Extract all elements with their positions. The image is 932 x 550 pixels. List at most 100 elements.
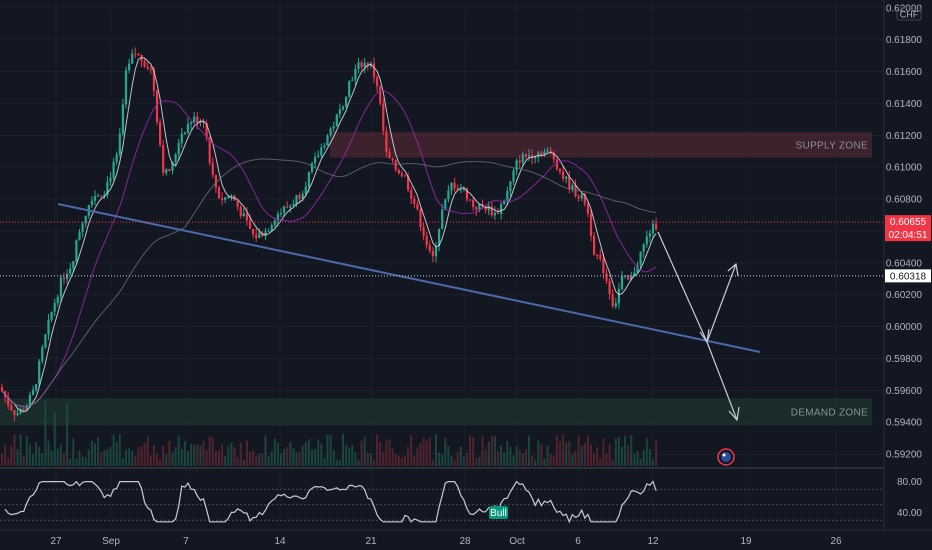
price-axis[interactable] [884, 0, 932, 530]
marked-price-tag: 0.60318 [885, 269, 931, 283]
candle-body [283, 206, 286, 213]
candle-body [90, 200, 93, 206]
candle-body [577, 196, 580, 199]
volume-bar [400, 457, 403, 466]
volume-bar [137, 446, 140, 466]
moving-average-line [1, 158, 657, 408]
volume-bar [506, 440, 509, 466]
candle-body [224, 197, 227, 200]
candle-body [385, 131, 388, 153]
price-pane[interactable] [0, 0, 884, 468]
volume-bar [338, 459, 341, 466]
volume-bar [35, 442, 38, 466]
volume-bar [78, 450, 81, 466]
svg-text:CHF: CHF [900, 10, 919, 20]
volume-bar [630, 434, 633, 466]
candle-body [323, 145, 326, 148]
volume-bar [462, 456, 465, 466]
candle-body [112, 162, 115, 178]
volume-bar [590, 444, 592, 466]
candle-body [236, 200, 239, 207]
candle-body [487, 206, 490, 211]
volume-bar [177, 435, 180, 466]
time-axis[interactable] [0, 530, 932, 550]
candle-body [500, 204, 503, 214]
volume-bar [25, 435, 28, 466]
demand-zone[interactable] [0, 398, 872, 426]
candle-body [531, 155, 534, 159]
candle-body [583, 193, 586, 204]
volume-bar [100, 452, 103, 466]
trendline[interactable] [57, 203, 761, 353]
candle-body [258, 232, 261, 239]
volume-bar [481, 436, 484, 466]
volume-bar [441, 454, 444, 466]
candle-body [580, 193, 583, 199]
volume-bar [205, 450, 208, 466]
volume-bar [642, 450, 645, 466]
candle-body [475, 207, 478, 210]
candle-body [484, 206, 487, 211]
time-tick-label: Oct [509, 536, 525, 547]
volume-bar [639, 458, 642, 466]
volume-bar [152, 445, 155, 466]
candle-body [143, 61, 146, 67]
bull-badge[interactable]: Bull [489, 506, 508, 519]
candle-body [447, 190, 450, 200]
volume-bar [385, 440, 388, 466]
candle-body [605, 273, 608, 282]
candle-body [78, 232, 81, 241]
volume-bar [586, 435, 589, 466]
candle-body [97, 195, 100, 197]
volume-bar [90, 440, 93, 466]
volume-bar [165, 454, 168, 466]
volume-bar [233, 447, 236, 466]
volume-bar [509, 446, 512, 466]
candle-body [363, 62, 366, 68]
candle-body [128, 63, 131, 71]
candle-body [360, 62, 363, 68]
volume-bar [10, 445, 13, 466]
projection-arrows[interactable] [657, 231, 740, 422]
candle-body [376, 77, 379, 87]
price-tick-label: 0.60200 [886, 290, 923, 301]
volume-bar [66, 402, 69, 466]
volume-bar [4, 444, 7, 466]
volume-bar [121, 458, 124, 466]
price-tick-label: 0.62000 [886, 3, 923, 14]
supply-zone[interactable] [330, 132, 872, 158]
candle-body [205, 122, 208, 138]
candle-body [648, 233, 651, 237]
volume-bar [47, 440, 50, 466]
candle-body [66, 273, 69, 280]
volume-bar [351, 445, 354, 466]
event-flag-icon[interactable] [717, 448, 735, 466]
price-tick-label: 0.61200 [886, 131, 923, 142]
volume-bar [537, 440, 540, 466]
candle-body [651, 223, 655, 234]
volume-bar [466, 452, 468, 466]
volume-bar [413, 456, 416, 466]
candle-body [84, 215, 87, 224]
volume-bar [252, 450, 255, 466]
candle-body [586, 203, 589, 214]
volume-bar [320, 443, 323, 466]
volume-bar [472, 437, 475, 466]
volume-bar [416, 447, 419, 466]
volume-bar [552, 456, 555, 466]
candle-body [214, 175, 217, 188]
price-tick-label: 0.61000 [886, 163, 923, 174]
candle-body [13, 410, 16, 416]
volume-bar [459, 446, 462, 466]
volume-bar [106, 449, 109, 466]
volume-bar [162, 445, 165, 466]
oscillator-tick-label: 40.00 [897, 508, 922, 519]
volume-bar [490, 435, 493, 466]
moving-average-line [1, 56, 657, 413]
volume-bar [109, 447, 112, 466]
candle-body [152, 68, 155, 91]
candle-body [177, 143, 180, 155]
time-tick-label: 26 [830, 536, 842, 547]
volume-bar [270, 451, 273, 466]
